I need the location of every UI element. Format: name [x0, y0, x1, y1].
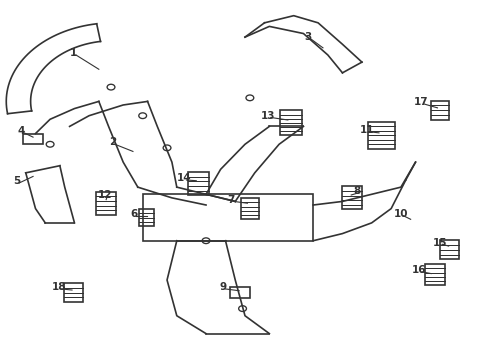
Bar: [189, 172, 209, 195]
Text: 8: 8: [353, 186, 361, 196]
Text: 1: 1: [70, 48, 77, 58]
Bar: [139, 210, 154, 226]
Bar: [64, 283, 83, 302]
Text: 9: 9: [220, 282, 227, 292]
Bar: [24, 134, 43, 144]
Text: 10: 10: [393, 209, 408, 219]
Text: 3: 3: [305, 32, 312, 42]
Bar: [431, 100, 449, 120]
Text: 5: 5: [13, 176, 21, 186]
Text: 4: 4: [17, 126, 24, 136]
Bar: [241, 198, 259, 219]
Text: 14: 14: [177, 173, 192, 183]
Bar: [441, 240, 459, 260]
Bar: [342, 186, 363, 210]
Text: 6: 6: [130, 209, 138, 219]
Text: 7: 7: [228, 195, 235, 204]
Bar: [230, 287, 250, 298]
Bar: [368, 122, 395, 149]
Bar: [425, 264, 445, 285]
Bar: [143, 194, 313, 241]
Text: 18: 18: [51, 282, 66, 292]
Text: 11: 11: [360, 125, 374, 135]
Text: 16: 16: [412, 265, 427, 275]
Text: 15: 15: [433, 238, 447, 248]
Text: 17: 17: [414, 97, 429, 107]
Text: 13: 13: [261, 111, 276, 121]
Bar: [96, 192, 116, 215]
Text: 2: 2: [109, 138, 116, 148]
Text: 12: 12: [98, 190, 112, 200]
Bar: [280, 111, 302, 135]
